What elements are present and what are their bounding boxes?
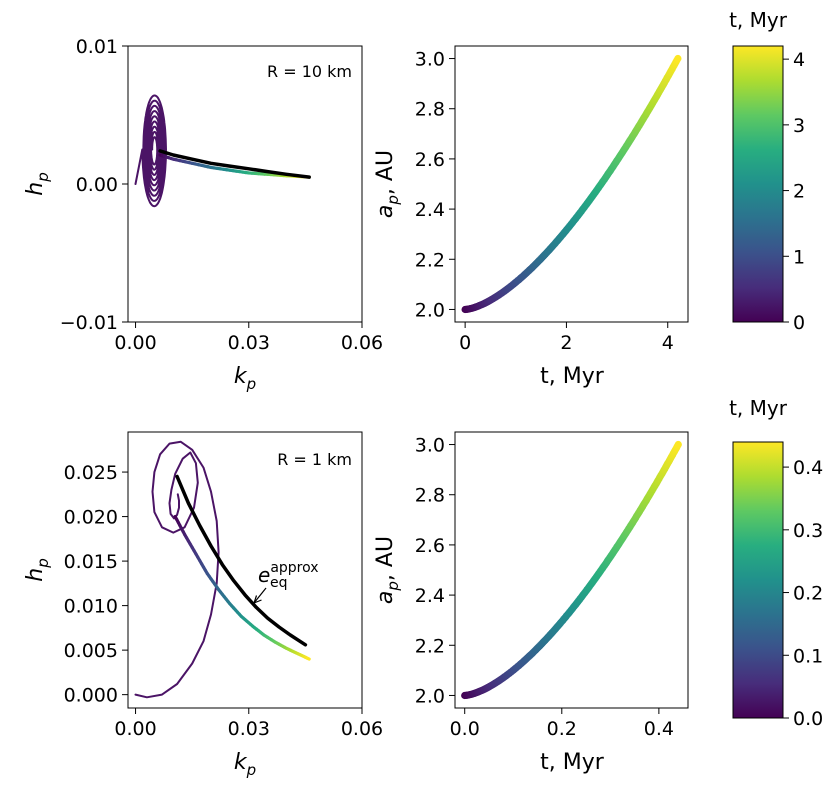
y-tick-label: 2.2 [415,249,445,271]
ticks: 0 2 4 2.0 2.2 2.4 2.6 2.8 3.0 [415,49,674,354]
colorbar-tick-label: 0.0 [793,708,823,730]
annotation-arrow [253,587,267,604]
y-tick-label: 3.0 [415,435,445,457]
x-tick-label: 0 [459,332,471,354]
colorbar-ticks: 0.0 0.1 0.2 0.3 0.4 [783,457,823,730]
y-tick-label: 0.025 [64,462,118,484]
colorbar-tick-label: 4 [793,49,805,71]
plot-area [134,94,311,208]
colorbar-tick-label: 0.2 [793,583,823,605]
axes-frame [454,431,689,709]
y-tick-label: −0.01 [60,312,118,334]
colorbar-tick-label: 0.1 [793,645,823,667]
y-tick-label: 2.6 [415,149,445,171]
series-a-p [461,54,682,314]
colorbar-gradient [732,441,784,719]
panel-bottom-left: 0.00 0.03 0.06 0.000 0.005 0.010 0.015 0.020 0.0… [23,431,384,779]
panel-top-left: 0.00 0.03 0.06−0.010.000.01 R = 10 km kp h… [23,36,383,393]
x-tick-label: 0.4 [644,718,674,740]
y-tick-label: 2.0 [415,685,445,707]
y-axis-label: ap, AU [373,150,402,218]
colorbar-gradient [732,45,784,323]
panel-bottom-right: 0.0 0.2 0.4 2.0 2.2 2.4 2.6 2.8 3.0 t, Myr ap, A… [373,431,689,775]
y-tick-label: 0.005 [64,640,118,662]
plot-area [461,54,682,314]
axes-frame [127,431,363,709]
colorbar-tick-label: 2 [793,181,805,203]
annotation-arrowhead [253,595,262,604]
x-tick-label: 0.03 [228,332,270,354]
y-tick-label: 2.6 [415,535,445,557]
x-axis-label: kp [234,364,256,393]
x-axis-label: t, Myr [540,364,605,389]
annotation: R = 10 km [267,62,352,81]
y-tick-label: 0.00 [76,174,118,196]
x-tick-label: 0.00 [114,332,156,354]
y-axis-label: ap, AU [373,536,402,604]
y-tick-label: 0.020 [64,507,118,529]
colorbar-tick-label: 3 [793,115,805,137]
colorbar-title: t, Myr [729,396,788,420]
ticks: 0.00 0.03 0.06 0.000 0.005 0.010 0.015 0.020 0.0… [64,462,384,740]
colorbar-ticks: 0 1 2 3 4 [783,49,805,334]
x-axis-label: kp [234,750,256,779]
y-tick-label: 2.2 [415,635,445,657]
plot-area [461,440,682,700]
data-point [674,440,682,449]
series-trajectory [173,514,311,661]
x-tick-label: 0.06 [341,332,383,354]
colorbar-tick-label: 0 [793,312,805,334]
y-tick-label: 0.01 [76,36,118,58]
colorbar-title: t, Myr [729,8,788,32]
x-tick-label: 0.0 [450,718,480,740]
x-tick-label: 0.06 [341,718,383,740]
colorbar-tick-label: 1 [793,246,805,268]
series-spiral [134,440,220,699]
colorbar-top: t, Myr 0 1 2 3 4 [729,8,805,334]
y-tick-label: 0.015 [64,551,118,573]
series-a-p [461,440,682,700]
y-axis-label: hp [23,558,52,581]
annotation: R = 1 km [277,450,352,469]
x-tick-label: 0.00 [114,718,156,740]
y-tick-label: 2.4 [415,199,445,221]
data-point [674,54,682,63]
segment [305,656,311,661]
x-tick-label: 0.03 [228,718,270,740]
series-marks [461,54,682,314]
y-axis-label: hp [23,172,52,195]
series-marks [134,94,311,208]
y-tick-label: 2.0 [415,299,445,321]
series-marks [461,440,682,700]
x-tick-label: 2 [560,332,572,354]
panel-top-right: 0 2 4 2.0 2.2 2.4 2.6 2.8 3.0 t, Myr ap, AU [373,45,689,389]
plot-area [134,440,311,699]
e-eq-approx-subscript: eq [270,575,288,591]
colorbar-tick-label: 0.3 [793,520,823,542]
colorbar-bottom: t, Myr 0.0 0.1 0.2 0.3 0.4 [729,396,823,730]
colorbar-tick-label: 0.4 [793,457,823,479]
ticks: 0.0 0.2 0.4 2.0 2.2 2.4 2.6 2.8 3.0 [415,435,674,740]
y-tick-label: 2.4 [415,585,445,607]
y-tick-label: 0.010 [64,596,118,618]
series-e-eq-approx [158,149,311,179]
series-marks [134,440,311,699]
y-tick-label: 3.0 [415,49,445,71]
y-tick-label: 2.8 [415,99,445,121]
axes-frame [454,45,689,323]
e-eq-approx-label: eapprox [258,560,319,587]
y-tick-label: 2.8 [415,485,445,507]
x-axis-label: t, Myr [540,750,605,775]
x-tick-label: 4 [662,332,674,354]
x-tick-label: 0.2 [547,718,577,740]
series-e-eq-approx [175,474,308,647]
y-tick-label: 0.000 [64,685,118,707]
ticks: 0.00 0.03 0.06−0.010.000.01 [60,36,383,354]
